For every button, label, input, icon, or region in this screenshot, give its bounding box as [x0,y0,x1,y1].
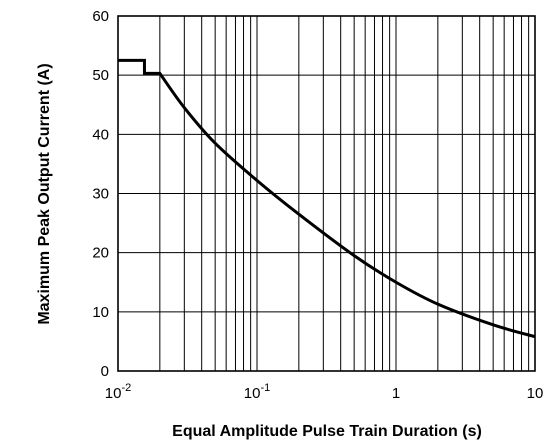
y-tick-label: 40 [92,126,109,143]
y-tick-label: 50 [92,67,109,84]
x-tick-label: 10-1 [244,382,270,402]
x-tick-label: 10 [527,385,544,402]
y-tick-label: 10 [92,304,109,321]
y-tick-label: 0 [101,363,109,380]
x-tick-label: 10-2 [105,382,131,402]
x-tick-labels: 10-2 10-1 1 10 [105,382,544,402]
y-tick-labels: 0 10 20 30 40 50 60 [92,8,109,380]
x-axis-title: Equal Amplitude Pulse Train Duration (s) [172,423,482,440]
y-tick-label: 20 [92,245,109,262]
x-tick-label: 1 [392,385,400,402]
y-tick-label: 30 [92,186,109,203]
y-tick-label: 60 [92,8,109,25]
plot-frame [117,15,536,372]
series-line [118,58,536,339]
y-axis-title: Maximum Peak Output Current (A) [36,63,53,324]
series-layer [118,58,536,339]
grid-lines [118,16,535,371]
